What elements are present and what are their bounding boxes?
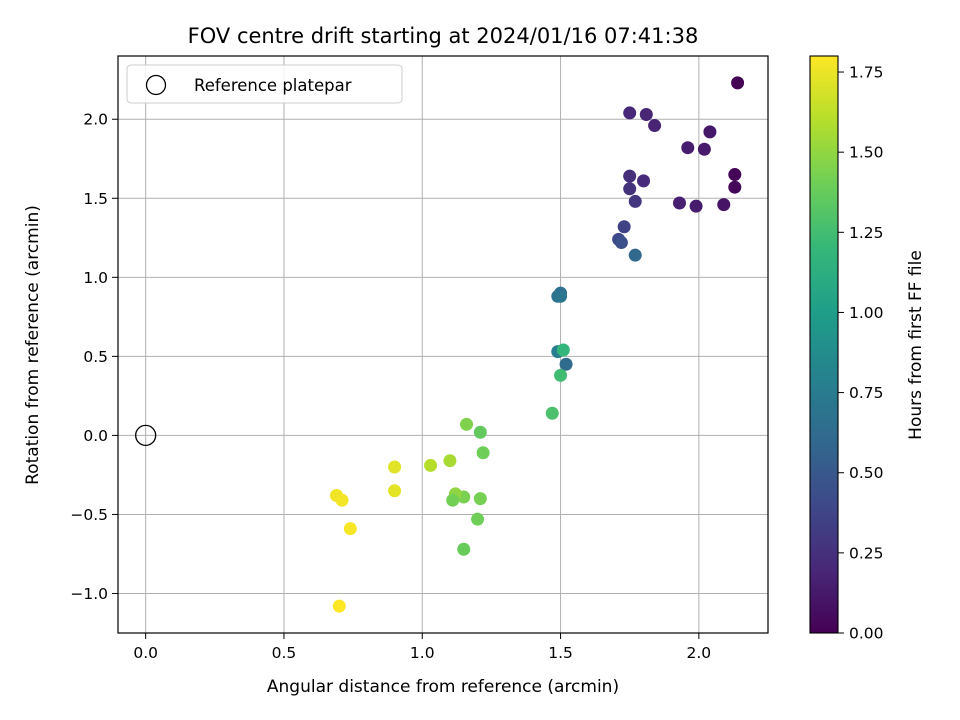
data-point (457, 542, 471, 556)
data-points (330, 76, 745, 613)
data-point (728, 168, 742, 182)
colorbar-tick-label: 1.75 (849, 64, 884, 82)
data-point (681, 141, 695, 155)
data-point (617, 220, 631, 234)
data-point (689, 199, 703, 213)
x-tick-label: 0.0 (133, 644, 158, 662)
colorbar-tick-label: 0.00 (849, 625, 884, 643)
reference-marker-layer (135, 424, 157, 447)
data-point (628, 194, 642, 208)
data-point (559, 357, 573, 371)
x-tick-label: 1.5 (548, 644, 573, 662)
grid (118, 56, 768, 633)
x-tick-label: 2.0 (687, 644, 712, 662)
data-point (424, 458, 438, 472)
data-point (623, 182, 637, 196)
colorbar-tick-label: 1.50 (849, 144, 884, 162)
colorbar-tick-label: 0.25 (849, 544, 884, 562)
data-point (648, 119, 662, 133)
data-point (628, 248, 642, 262)
colorbar-label: Hours from first FF file (906, 250, 926, 440)
colorbar: 0.00 0.25 0.50 0.75 1.00 1.25 1.50 1.75 Hours f… (809, 55, 926, 643)
x-tick-label: 1.0 (410, 644, 435, 662)
data-point (446, 493, 460, 507)
data-point (332, 599, 346, 613)
colorbar-tick-label: 1.00 (849, 304, 884, 322)
data-point (343, 522, 357, 536)
data-point (335, 493, 349, 507)
data-point (672, 196, 686, 210)
legend-label-reference: Reference platepar (194, 76, 352, 95)
data-point (728, 180, 742, 194)
y-tick-label: 1.0 (83, 269, 108, 287)
data-point (623, 169, 637, 183)
reference-platepar-marker (135, 424, 157, 447)
data-point (473, 492, 487, 506)
data-point (554, 368, 568, 382)
legend-box (126, 64, 403, 104)
y-axis-ticks: −1.0 −0.5 0.0 0.5 1.0 1.5 2.0 (70, 111, 118, 603)
y-tick-label: 0.0 (83, 427, 108, 445)
data-point (639, 107, 653, 121)
y-tick-label: −0.5 (70, 506, 108, 524)
data-point (703, 125, 717, 139)
data-point (717, 198, 731, 212)
y-tick-label: 1.5 (83, 190, 108, 208)
data-point (623, 106, 637, 120)
data-point (556, 343, 570, 357)
colorbar-ticks: 0.00 0.25 0.50 0.75 1.00 1.25 1.50 1.75 (838, 64, 884, 643)
data-point (731, 76, 745, 90)
legend-marker-reference (145, 74, 167, 96)
data-point (476, 446, 490, 460)
data-point (388, 460, 402, 474)
y-tick-label: −1.0 (70, 585, 108, 603)
colorbar-frame (809, 55, 839, 634)
data-point (637, 174, 651, 188)
data-point (697, 142, 711, 156)
x-axis-ticks: 0.0 0.5 1.0 1.5 2.0 (133, 633, 711, 662)
data-point (388, 484, 402, 498)
data-point (460, 417, 474, 431)
data-point (554, 289, 568, 303)
data-point (471, 512, 485, 526)
data-point (614, 236, 628, 250)
colorbar-tick-label: 0.50 (849, 464, 884, 482)
data-point (545, 406, 559, 420)
y-axis-label: Rotation from reference (arcmin) (23, 205, 43, 485)
colorbar-tick-label: 0.75 (849, 384, 884, 402)
x-axis-label: Angular distance from reference (arcmin) (267, 677, 619, 697)
chart-title: FOV centre drift starting at 2024/01/16 … (188, 24, 699, 48)
colorbar-gradient (810, 56, 838, 633)
data-point (443, 454, 457, 468)
x-tick-label: 0.5 (272, 644, 297, 662)
y-tick-label: 2.0 (83, 111, 108, 129)
colorbar-tick-label: 1.25 (849, 224, 884, 242)
plot-frame (117, 55, 769, 634)
y-tick-label: 0.5 (83, 348, 108, 366)
legend: Reference platepar (126, 64, 403, 104)
data-point (473, 425, 487, 439)
